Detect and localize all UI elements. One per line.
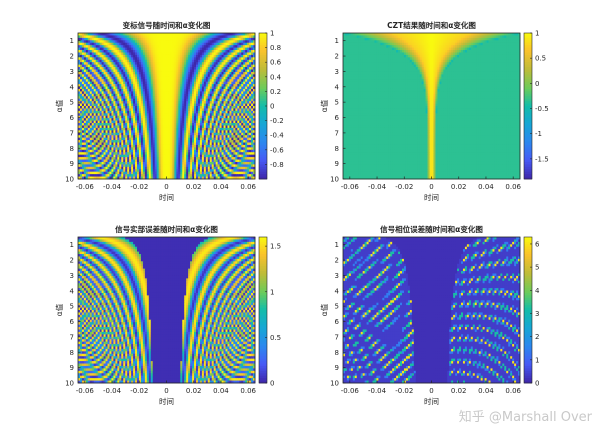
chart-panel-1: -0.06 -0.04 -0.02 0 0.02 0.04 0.0612345678910变… <box>54 20 284 202</box>
heatmap-cells <box>78 33 255 179</box>
